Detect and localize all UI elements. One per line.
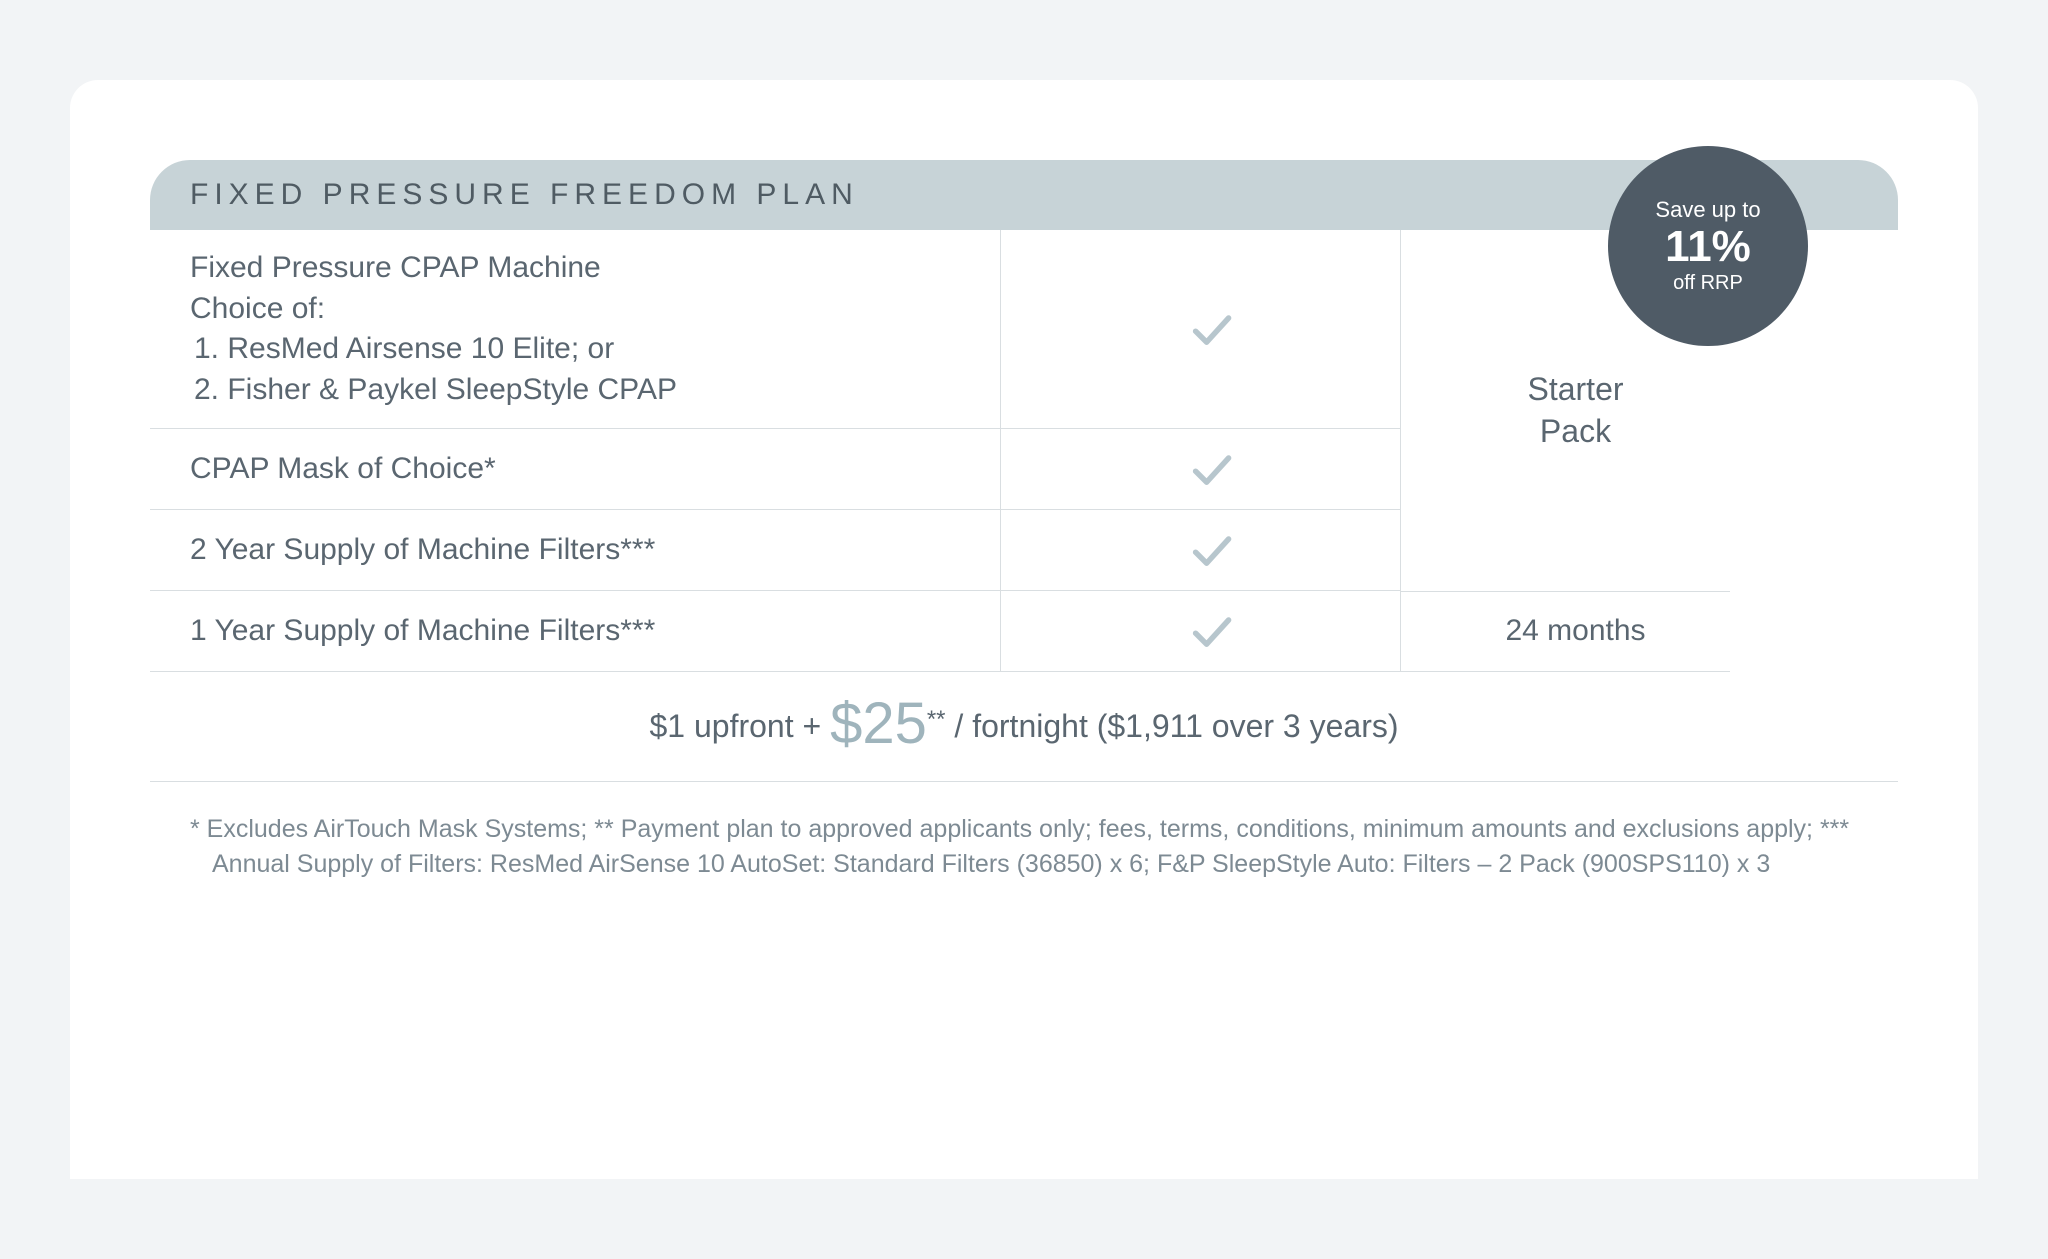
feature-check (1000, 429, 1400, 510)
price-row: $1 upfront + $25** / fortnight ($1,911 o… (150, 672, 1898, 782)
feature-check (1000, 591, 1400, 672)
feature-description: Fixed Pressure CPAP Machine Choice of: 1… (150, 230, 1000, 429)
feature-title: CPAP Mask of Choice* (190, 449, 496, 490)
inner-container: Save up to 11% off RRP FIXED PRESSURE FR… (150, 160, 1898, 882)
pricing-card: Save up to 11% off RRP FIXED PRESSURE FR… (70, 80, 1978, 1179)
feature-option: 1. ResMed Airsense 10 Elite; or (190, 329, 677, 370)
check-icon (1189, 528, 1233, 572)
price-suffix: / fortnight ($1,911 over 3 years) (946, 708, 1399, 744)
feature-description: CPAP Mask of Choice* (150, 429, 1000, 510)
feature-subtitle: Choice of: (190, 289, 677, 330)
check-icon (1189, 609, 1233, 653)
badge-line2: 11% (1665, 222, 1751, 273)
duration-text: 24 months (1505, 611, 1645, 652)
save-badge: Save up to 11% off RRP (1608, 146, 1808, 346)
feature-check (1000, 230, 1400, 429)
starter-pack-label: Starter Pack (1527, 369, 1623, 452)
check-icon (1189, 307, 1233, 351)
price-upfront: $1 upfront + (649, 708, 830, 744)
starter-line1: Starter (1527, 371, 1623, 407)
price-amount: $25 (830, 691, 927, 756)
starter-line2: Pack (1540, 413, 1611, 449)
plan-title: FIXED PRESSURE FREEDOM PLAN (190, 178, 1858, 212)
feature-title: Fixed Pressure CPAP Machine (190, 248, 677, 289)
footnote-text: * Excludes AirTouch Mask Systems; ** Pay… (172, 782, 1898, 882)
feature-option: 2. Fisher & Paykel SleepStyle CPAP (190, 370, 677, 411)
feature-title: 2 Year Supply of Machine Filters*** (190, 530, 655, 571)
feature-description: 1 Year Supply of Machine Filters*** (150, 591, 1000, 672)
price-asterisks: ** (927, 706, 946, 733)
feature-check (1000, 510, 1400, 591)
feature-title: 1 Year Supply of Machine Filters*** (190, 611, 655, 652)
duration-cell: 24 months (1400, 591, 1730, 672)
badge-line3: off RRP (1673, 272, 1743, 295)
badge-line1: Save up to (1655, 197, 1760, 222)
feature-description: 2 Year Supply of Machine Filters*** (150, 510, 1000, 591)
check-icon (1189, 447, 1233, 491)
